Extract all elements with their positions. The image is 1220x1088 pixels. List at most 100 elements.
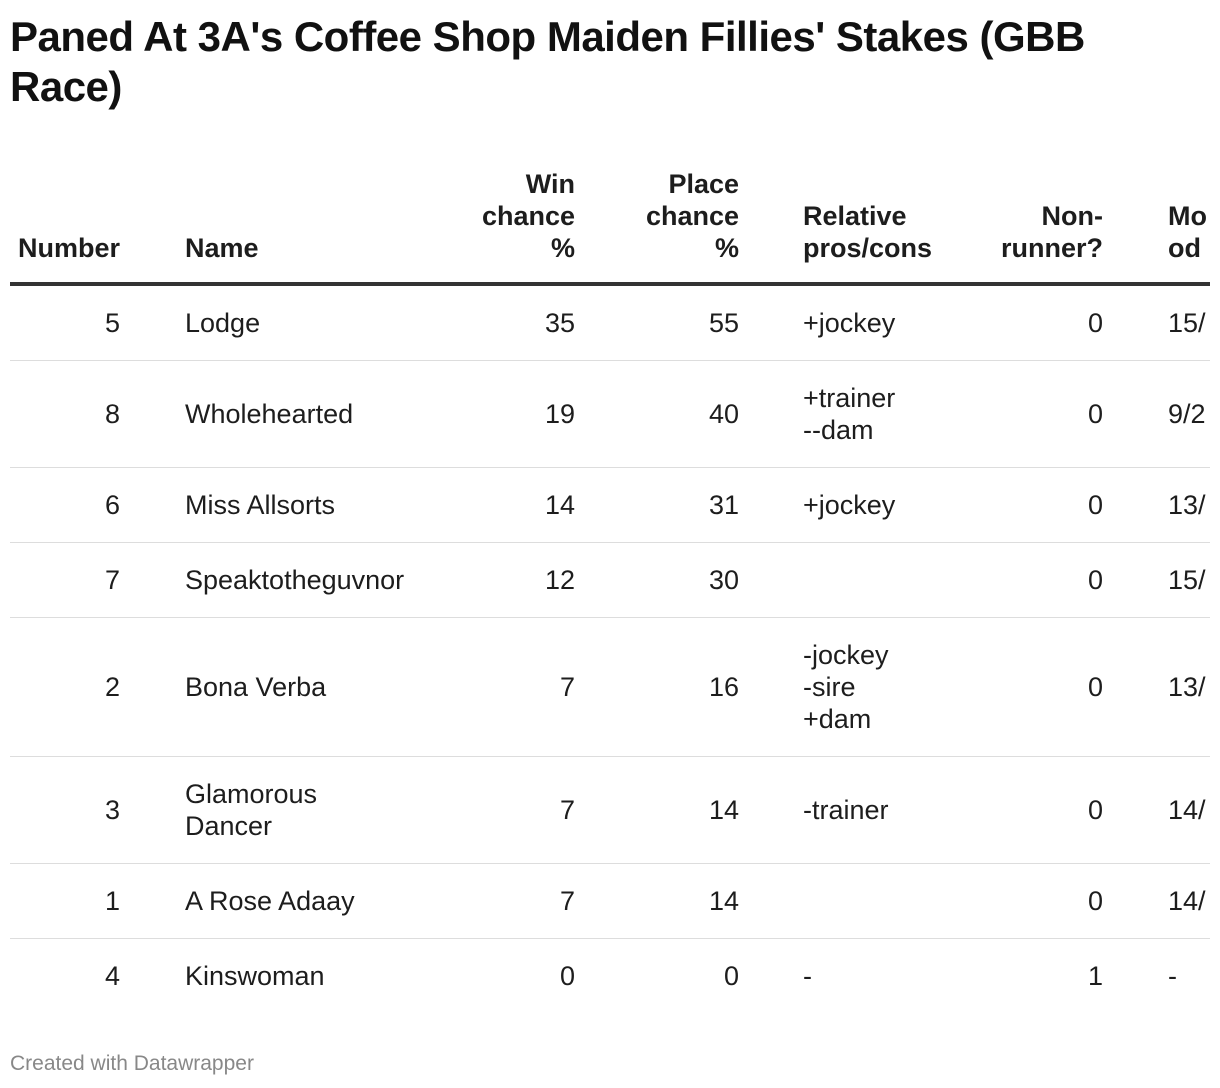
cell-nonrunner: 0 [973, 617, 1103, 757]
cell-line: --dam [803, 415, 874, 445]
cell-line: chance [645, 201, 739, 231]
column-gap [739, 360, 803, 468]
cell-number: 3 [10, 756, 120, 864]
column-header-place[interactable]: Place chance% [575, 162, 739, 286]
cell-win: 14 [415, 467, 575, 543]
cell-line: +trainer [803, 383, 896, 413]
cell-line: -jockey [803, 640, 889, 670]
column-gap [739, 756, 803, 864]
chart-title: Paned At 3A's Coffee Shop Maiden Fillies… [10, 13, 1085, 110]
cell-nonrunner: 0 [973, 284, 1103, 361]
cell-line: -trainer [803, 795, 889, 825]
cell-line: chance [481, 201, 575, 231]
cell-nonrunner: 0 [973, 542, 1103, 618]
cell-rel: +trainer --dam [803, 360, 973, 468]
cell-line: Bona Verba [185, 672, 327, 702]
cell-odds: 15/ [1168, 542, 1210, 618]
cell-line: % [714, 233, 739, 263]
cell-win: 12 [415, 542, 575, 618]
cell-number: 7 [10, 542, 120, 618]
cell-line: - [803, 961, 812, 991]
cell-place: 40 [575, 360, 739, 468]
cell-line: +jockey [803, 490, 896, 520]
cell-nonrunner: 0 [973, 863, 1103, 939]
cell-line: Number [17, 233, 120, 263]
cell-rel [803, 863, 973, 939]
cell-name: Miss Allsorts [185, 467, 415, 543]
cell-line: -sire [803, 672, 856, 702]
cell-line: Miss Allsorts [185, 490, 336, 520]
cell-win: 7 [415, 756, 575, 864]
data-table-container[interactable]: Number Name Win chance% Place chance% Relative… [10, 162, 1210, 1013]
cell-rel: - [803, 939, 973, 1014]
cell-odds: 15/ [1168, 284, 1210, 361]
footer-credit: Created with Datawrapper [10, 1052, 254, 1075]
cell-win: 0 [559, 961, 575, 991]
cell-place: 16 [575, 617, 739, 757]
cell-number: 6 [10, 467, 120, 543]
column-gap [739, 284, 803, 361]
cell-name: Wholehearted [185, 360, 415, 468]
column-header-nonrunner[interactable]: Non-runner? [973, 162, 1103, 286]
cell-line: Speaktotheguvnor [185, 565, 405, 595]
race-table: Number Name Win chance% Place chance% Relative… [10, 162, 1210, 1013]
table-row: 7 Speaktotheguvnor 12 30 0 15/ [10, 542, 1210, 618]
cell-line: Mo [1168, 201, 1207, 231]
column-gap [1103, 863, 1168, 939]
column-header-number[interactable]: Number [10, 162, 120, 286]
column-gap [1103, 284, 1168, 361]
cell-name: Glamorous Dancer [185, 756, 415, 864]
column-gap [739, 863, 803, 939]
cell-win: 19 [415, 360, 575, 468]
cell-rel: -jockey -sire +dam [803, 617, 973, 757]
column-gap [1103, 939, 1168, 1014]
cell-line: +dam [803, 704, 872, 734]
cell-place: 14 [575, 863, 739, 939]
cell-rel: +jockey [803, 284, 973, 361]
cell-odds: 14/ [1168, 863, 1210, 939]
table-row: 4 Kinswoman 0 0 - 1 - [10, 939, 1210, 1014]
column-gap [1103, 617, 1168, 757]
column-gap [120, 756, 185, 864]
cell-odds: - [1168, 961, 1177, 991]
column-gap [1103, 162, 1168, 286]
cell-nonrunner: 0 [973, 360, 1103, 468]
cell-place: 0 [723, 961, 739, 991]
column-gap [120, 617, 185, 757]
cell-line: runner? [1000, 233, 1103, 263]
column-gap [120, 542, 185, 618]
table-row: 1 A Rose Adaay 7 14 0 14/ [10, 863, 1210, 939]
column-header-name[interactable]: Name [185, 162, 415, 286]
cell-line: pros/cons [803, 233, 933, 263]
cell-rel: -trainer [803, 756, 973, 864]
column-header-rel[interactable]: Relative pros/cons [803, 162, 973, 286]
cell-line: Glamorous [185, 779, 318, 809]
table-row: 6 Miss Allsorts 14 31 +jockey 0 13/ [10, 467, 1210, 543]
cell-line: A Rose Adaay [185, 886, 355, 916]
cell-line: % [550, 233, 575, 263]
column-gap [120, 162, 185, 286]
column-gap [120, 467, 185, 543]
cell-nonrunner: 1 [1087, 961, 1103, 991]
column-header-win[interactable]: Win chance% [415, 162, 575, 286]
table-row: 2 Bona Verba 7 16 -jockey -sire +dam 0 13/ [10, 617, 1210, 757]
column-gap [1103, 360, 1168, 468]
cell-name: Speaktotheguvnor [185, 542, 415, 618]
column-header-odds[interactable]: Mo od [1168, 162, 1210, 286]
cell-nonrunner: 0 [973, 467, 1103, 543]
cell-number: 2 [10, 617, 120, 757]
cell-line: +jockey [803, 308, 896, 338]
cell-line: Non- [1041, 201, 1103, 231]
cell-number: 8 [10, 360, 120, 468]
cell-line: Place [668, 169, 739, 199]
cell-place: 31 [575, 467, 739, 543]
cell-line: Dancer [185, 811, 273, 841]
cell-line: Name [185, 233, 259, 263]
cell-line: Relative [803, 201, 907, 231]
column-gap [120, 284, 185, 361]
cell-place: 30 [575, 542, 739, 618]
header-row: Number Name Win chance% Place chance% Relative… [10, 162, 1210, 286]
column-gap [120, 360, 185, 468]
table-row: 5 Lodge 35 55 +jockey 0 15/ [10, 284, 1210, 361]
cell-win: 7 [415, 863, 575, 939]
